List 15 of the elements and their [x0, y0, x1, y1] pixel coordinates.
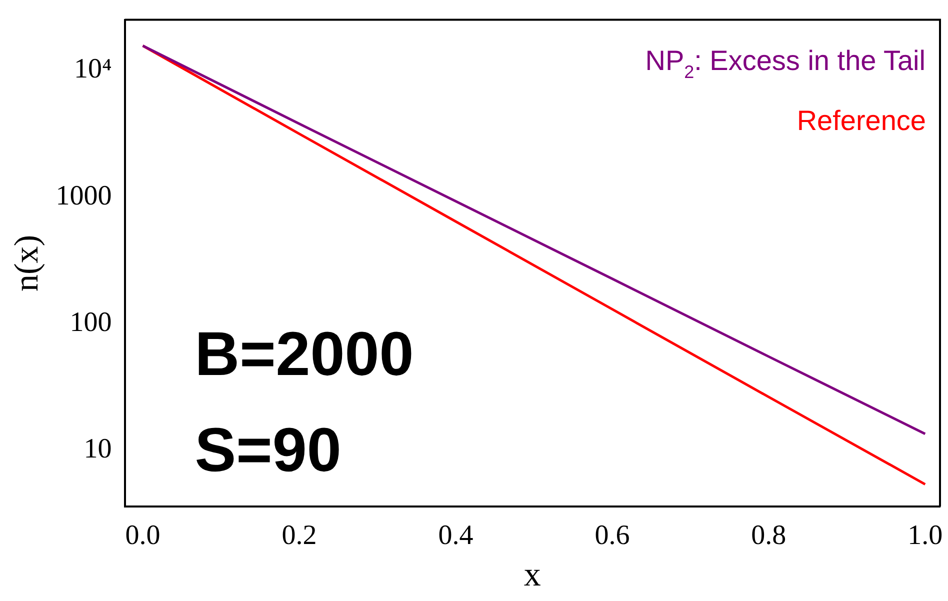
y-tick-label: 100	[70, 307, 112, 338]
x-tick-label: 0.4	[438, 520, 474, 551]
y-axis-title: n(x)	[8, 234, 46, 292]
y-tick-label: 10	[84, 434, 112, 465]
text: Reference	[796, 104, 926, 136]
y-tick-label: 10⁴	[74, 54, 112, 85]
annotation: B=2000	[194, 320, 414, 389]
x-tick-label: 0.6	[594, 520, 630, 551]
x-tick-label: 0.8	[751, 520, 786, 551]
x-tick-label: 1.0	[908, 520, 943, 551]
x-tick-label: 0.2	[282, 520, 317, 551]
annotation: S=90	[194, 416, 342, 485]
x-tick-label: 0.0	[125, 520, 160, 551]
y-tick-label: 1000	[56, 180, 112, 212]
x-axis-title: x	[524, 556, 541, 594]
